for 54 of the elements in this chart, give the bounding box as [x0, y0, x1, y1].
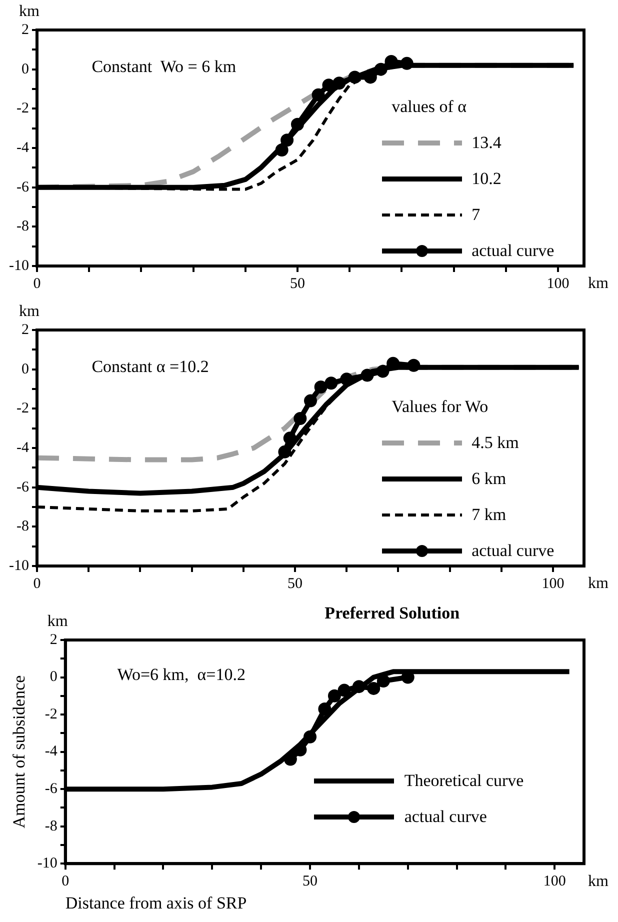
y-tick-label: 2	[50, 632, 58, 648]
y-tick-label: 0	[21, 61, 29, 78]
text: km	[588, 872, 609, 890]
text: km	[588, 575, 609, 592]
y-tick-label: -4	[44, 744, 58, 760]
y-tick-label: -10	[37, 856, 58, 872]
y-tick-label: -10	[8, 558, 29, 574]
legend-label: 13.4	[472, 132, 502, 154]
y-tick-label: -6	[44, 781, 58, 798]
y-axis-title: Amount of subsidence	[10, 675, 29, 828]
legend-label: Theoretical curve	[404, 770, 524, 792]
text: km	[18, 303, 40, 320]
x-tick-label: 0	[33, 576, 41, 592]
text: Constant Wo = 6 km	[92, 57, 236, 76]
x-tick-label: 100	[546, 276, 570, 292]
y-tick-label: -2	[44, 706, 58, 722]
x-tick-label: 100	[543, 874, 566, 890]
y-tick-label: 0	[21, 361, 29, 378]
y-tick-label: 2	[21, 22, 29, 38]
y-tick-label: -6	[16, 479, 30, 496]
text: Constant α =10.2	[92, 357, 209, 376]
y-tick-label: -8	[16, 218, 29, 235]
legend-label: actual curve	[472, 240, 554, 262]
y-tick-label: -6	[16, 179, 30, 196]
legend-label: 4.5 km	[472, 432, 519, 454]
text: km	[588, 275, 609, 292]
y-tick-label: 0	[50, 669, 58, 686]
chart-title: Preferred Solution	[324, 603, 460, 622]
text: km	[18, 3, 40, 20]
y-tick-label: 2	[21, 322, 29, 338]
text: Wo=6 km, α=10.2	[117, 665, 246, 684]
x-tick-label: 50	[288, 576, 303, 592]
y-tick-label: -4	[16, 140, 30, 156]
legend-title: values of α	[390, 96, 468, 118]
legend-title: Values for Wo	[390, 396, 490, 418]
y-tick-label: -2	[16, 400, 29, 417]
legend-label: 6 km	[472, 468, 506, 490]
y-tick-label: -10	[8, 258, 29, 274]
x-tick-label: 0	[33, 276, 41, 292]
y-tick-label: -2	[16, 100, 29, 117]
legend-label: 10.2	[472, 168, 502, 190]
legend-label: actual curve	[472, 540, 554, 562]
y-tick-label: -8	[16, 518, 29, 535]
legend-label: actual curve	[404, 806, 487, 828]
x-tick-label: 100	[542, 576, 564, 592]
legend-label: 7 km	[472, 504, 506, 526]
y-tick-label: -8	[44, 818, 58, 834]
x-tick-label: 50	[290, 276, 305, 292]
x-axis-title: Distance from axis of SRP	[65, 893, 247, 912]
x-tick-label: 50	[302, 874, 318, 890]
x-tick-label: 0	[62, 874, 70, 890]
legend-label: 7	[472, 204, 480, 226]
y-tick-label: -4	[16, 440, 30, 456]
text: km	[47, 613, 68, 630]
